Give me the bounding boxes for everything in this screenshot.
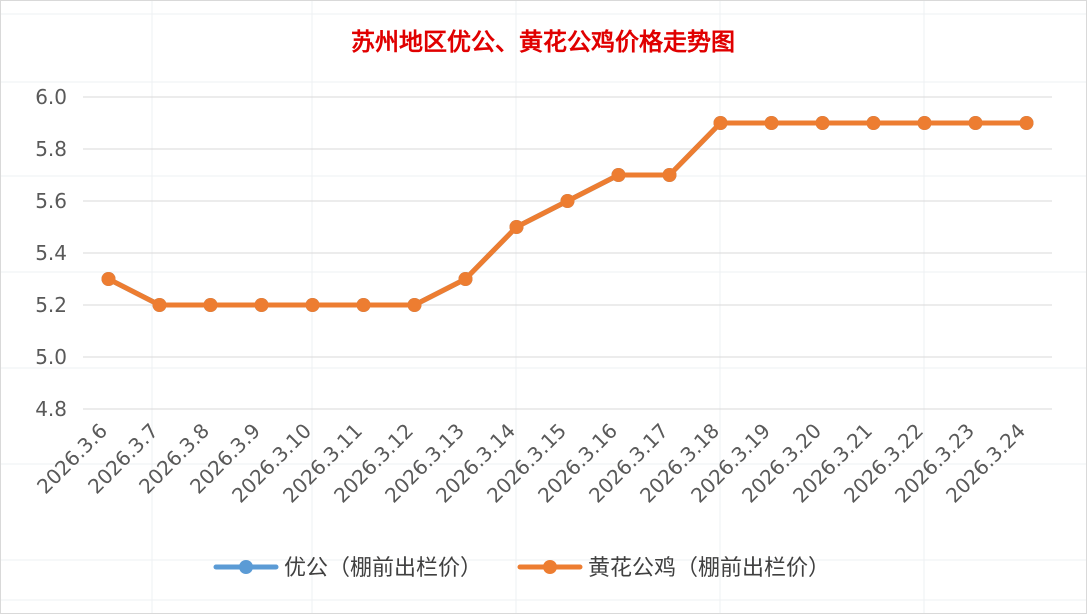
data-point [866,116,881,130]
legend-item: 优公（棚前出栏价） [213,556,482,581]
data-point [305,298,320,312]
data-point [458,272,473,286]
legend-label: 黄花公鸡（棚前出栏价） [588,556,830,581]
series [101,116,1034,312]
y-tick-label: 6.0 [35,85,67,109]
data-point [356,298,371,312]
legend-item: 黄花公鸡（棚前出栏价） [517,556,830,581]
data-point [254,298,269,312]
y-axis: 4.8 5.0 5.2 5.4 5.6 5.8 6.0 [35,85,67,421]
legend: 优公（棚前出栏价） 黄花公鸡（棚前出栏价） [213,556,830,581]
y-tick-label: 5.2 [35,293,67,317]
data-point [662,168,677,182]
data-point [1019,116,1034,130]
data-point [764,116,779,130]
data-point [152,298,167,312]
data-point [509,220,524,234]
data-point [917,116,932,130]
y-tick-label: 5.8 [35,137,67,161]
series-line [106,120,1029,308]
y-tick-label: 5.0 [35,345,67,369]
y-tick-label: 4.8 [35,397,67,421]
data-point [815,116,830,130]
data-point [203,298,218,312]
y-tick-label: 5.6 [35,189,67,213]
series-layer [101,116,1034,312]
y-gridlines [83,96,1052,410]
chart-title: 苏州地区优公、黄花公鸡价格走势图 [351,27,735,56]
series-line [106,120,1029,308]
x-axis: 2026.3.62026.3.72026.3.82026.3.92026.3.1… [32,419,1030,508]
data-point [407,298,422,312]
data-point [713,116,728,130]
legend-swatch-marker [543,560,557,574]
legend-swatch-marker [239,560,253,574]
y-tick-label: 5.4 [35,241,67,265]
data-point [611,168,626,182]
series [101,116,1034,312]
data-point [968,116,983,130]
data-point [101,272,116,286]
data-point [560,194,575,208]
legend-label: 优公（棚前出栏价） [284,556,482,581]
